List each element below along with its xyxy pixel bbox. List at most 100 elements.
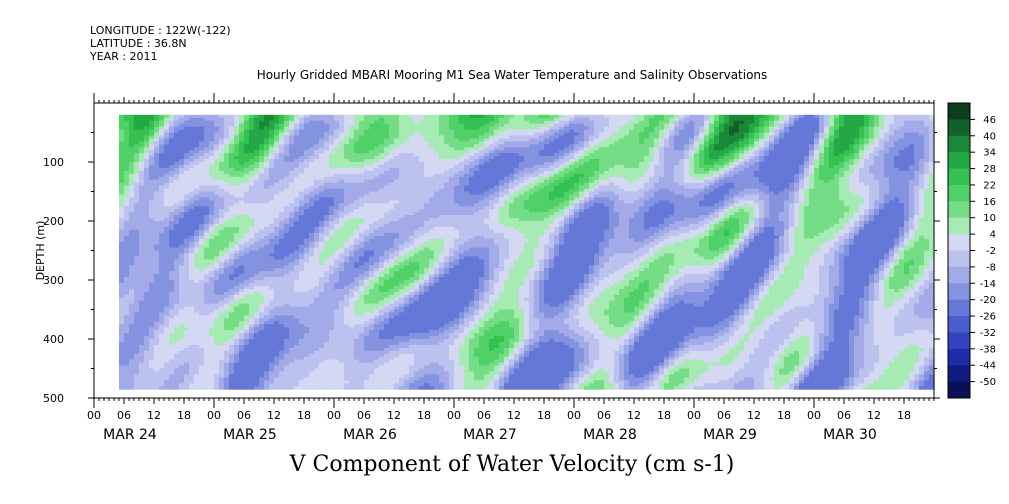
- heatmap-cell: [274, 179, 280, 184]
- heatmap-cell: [364, 256, 370, 260]
- heatmap-cell: [139, 229, 145, 234]
- heatmap-cell: [174, 209, 180, 213]
- heatmap-cell: [379, 138, 385, 142]
- heatmap-cell: [344, 229, 350, 234]
- heatmap-cell: [234, 288, 240, 293]
- heatmap-cell: [219, 147, 225, 151]
- heatmap-cell: [184, 144, 190, 148]
- heatmap-cell: [139, 342, 145, 346]
- heatmap-cell: [374, 138, 380, 142]
- heatmap-cell: [194, 141, 200, 145]
- heatmap-cell: [284, 156, 290, 160]
- heatmap-cell: [339, 179, 345, 184]
- heatmap-cell: [244, 268, 250, 272]
- heatmap-cell: [214, 347, 220, 352]
- heatmap-cell: [149, 244, 155, 249]
- heatmap-cell: [119, 120, 125, 125]
- heatmap-cell: [264, 241, 270, 246]
- heatmap-cell: [184, 315, 190, 319]
- heatmap-cell: [314, 318, 320, 322]
- heatmap-cell: [319, 268, 325, 272]
- heatmap-cell: [149, 256, 155, 260]
- heatmap-cell: [254, 244, 260, 249]
- heatmap-cell: [309, 194, 315, 198]
- heatmap-cell: [144, 156, 150, 160]
- heatmap-cell: [309, 188, 315, 193]
- heatmap-cell: [294, 280, 300, 284]
- heatmap-cell: [164, 359, 170, 364]
- heatmap-cell: [149, 185, 155, 190]
- heatmap-cell: [144, 253, 150, 257]
- heatmap-cell: [324, 147, 330, 151]
- heatmap-cell: [224, 147, 230, 151]
- heatmap-cell: [334, 247, 340, 252]
- heatmap-cell: [194, 333, 200, 337]
- heatmap-cell: [129, 206, 135, 210]
- heatmap-cell: [299, 138, 305, 142]
- heatmap-cell: [274, 185, 280, 190]
- heatmap-cell: [314, 238, 320, 243]
- heatmap-cell: [379, 368, 385, 372]
- heatmap-cell: [294, 350, 300, 355]
- heatmap-cell: [184, 342, 190, 346]
- heatmap-cell: [329, 167, 335, 172]
- heatmap-cell: [174, 374, 180, 378]
- heatmap-cell: [339, 288, 345, 293]
- heatmap-cell: [144, 229, 150, 234]
- heatmap-cell: [164, 226, 170, 231]
- heatmap-cell: [174, 141, 180, 145]
- heatmap-cell: [309, 114, 315, 119]
- heatmap-cell: [119, 221, 125, 225]
- heatmap-cell: [124, 238, 130, 243]
- heatmap-cell: [314, 377, 320, 381]
- heatmap-cell: [359, 342, 365, 346]
- heatmap-cell: [314, 167, 320, 172]
- heatmap-cell: [374, 182, 380, 187]
- heatmap-cell: [379, 215, 385, 219]
- heatmap-cell: [139, 120, 145, 125]
- heatmap-cell: [269, 141, 275, 145]
- heatmap-cell: [359, 356, 365, 361]
- heatmap-cell: [299, 377, 305, 381]
- heatmap-cell: [224, 374, 230, 378]
- heatmap-cell: [184, 291, 190, 296]
- heatmap-cell: [354, 203, 360, 207]
- heatmap-cell: [354, 362, 360, 367]
- heatmap-cell: [354, 274, 360, 278]
- heatmap-cell: [269, 300, 275, 305]
- heatmap-cell: [274, 247, 280, 252]
- heatmap-cell: [289, 126, 295, 131]
- heatmap-cell: [384, 194, 390, 198]
- heatmap-cell: [169, 147, 175, 151]
- heatmap-cell: [324, 353, 330, 358]
- heatmap-cell: [224, 123, 230, 128]
- heatmap-cell: [289, 209, 295, 213]
- heatmap-cell: [269, 138, 275, 142]
- heatmap-cell: [354, 259, 360, 263]
- heatmap-cell: [369, 218, 375, 222]
- heatmap-cell: [214, 226, 220, 231]
- heatmap-cell: [159, 144, 165, 148]
- heatmap-cell: [164, 318, 170, 322]
- heatmap-cell: [149, 306, 155, 311]
- heatmap-cell: [209, 288, 215, 293]
- heatmap-cell: [219, 277, 225, 281]
- heatmap-cell: [189, 371, 195, 375]
- heatmap-cell: [374, 144, 380, 148]
- heatmap-cell: [259, 156, 265, 160]
- heatmap-cell: [229, 218, 235, 222]
- heatmap-cell: [199, 347, 205, 352]
- heatmap-cell: [249, 347, 255, 352]
- heatmap-cell: [359, 380, 365, 384]
- heatmap-cell: [284, 309, 290, 313]
- heatmap-cell: [159, 315, 165, 319]
- heatmap-cell: [174, 321, 180, 325]
- heatmap-cell: [354, 359, 360, 364]
- heatmap-cell: [379, 365, 385, 370]
- heatmap-cell: [329, 347, 335, 352]
- heatmap-cell: [289, 297, 295, 302]
- heatmap-cell: [334, 123, 340, 128]
- heatmap-cell: [219, 324, 225, 328]
- heatmap-cell: [179, 182, 185, 187]
- heatmap-cell: [294, 185, 300, 190]
